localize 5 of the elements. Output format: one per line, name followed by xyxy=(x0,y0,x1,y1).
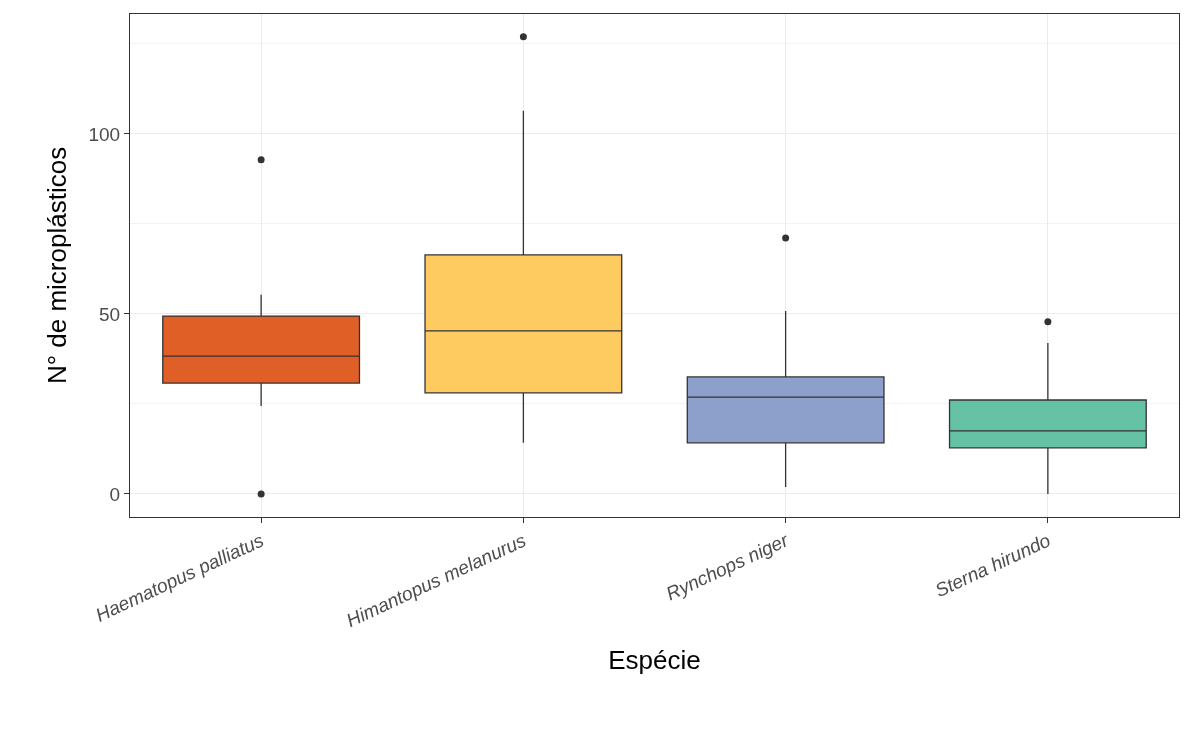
y-tick-label: 100 xyxy=(88,123,121,145)
y-tick-label: 50 xyxy=(99,303,121,325)
x-axis-title: Espécie xyxy=(608,644,701,675)
y-tick-label: 0 xyxy=(109,483,121,505)
y-axis-title: N° de microplásticos xyxy=(41,146,72,385)
